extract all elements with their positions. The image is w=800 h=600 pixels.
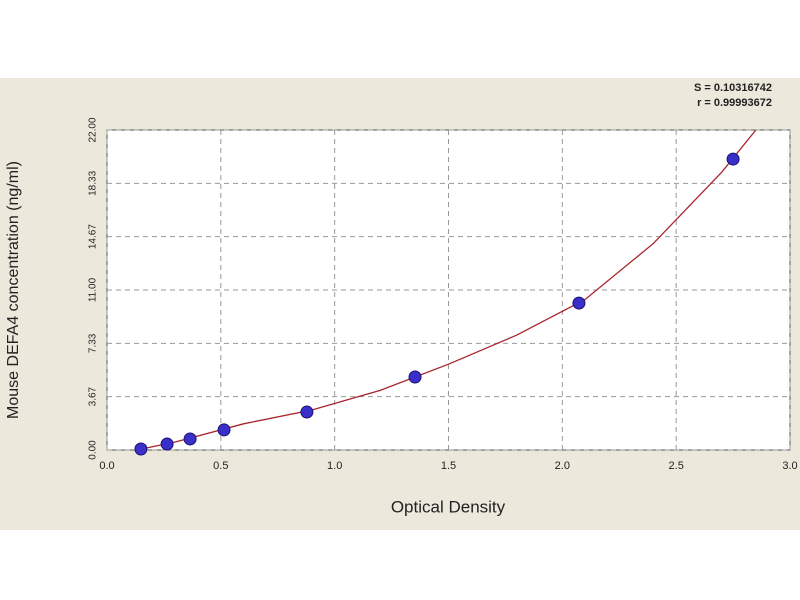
data-point xyxy=(134,442,148,456)
y-tick-label: 22.00 xyxy=(88,117,99,142)
data-point xyxy=(217,423,231,437)
x-axis-title: Optical Density xyxy=(391,497,506,516)
x-tick-label: 2.0 xyxy=(555,460,570,472)
x-tick-label: 2.5 xyxy=(669,460,684,472)
y-tick-label: 7.33 xyxy=(88,333,99,353)
data-point xyxy=(183,432,197,446)
y-tick-label: 18.33 xyxy=(88,170,99,195)
x-tick-label: 1.5 xyxy=(441,460,456,472)
y-axis-title: Mouse DEFA4 concentration (ng/ml) xyxy=(5,161,22,419)
x-tick-label: 1.0 xyxy=(327,460,342,472)
data-point xyxy=(572,296,586,310)
y-tick-label: 14.67 xyxy=(88,224,99,249)
y-tick-label: 11.00 xyxy=(88,277,99,302)
y-tick-label: 3.67 xyxy=(88,386,99,406)
x-tick-label: 3.0 xyxy=(782,460,797,472)
data-point xyxy=(300,405,314,419)
data-point xyxy=(408,370,422,384)
x-tick-label: 0.5 xyxy=(213,460,228,472)
annotation: r = 0.99993672 xyxy=(697,97,772,109)
annotation: S = 0.10316742 xyxy=(694,82,772,94)
data-point xyxy=(726,152,740,166)
y-tick-label: 0.00 xyxy=(88,440,99,460)
data-point xyxy=(160,437,174,451)
x-tick-label: 0.0 xyxy=(99,460,114,472)
